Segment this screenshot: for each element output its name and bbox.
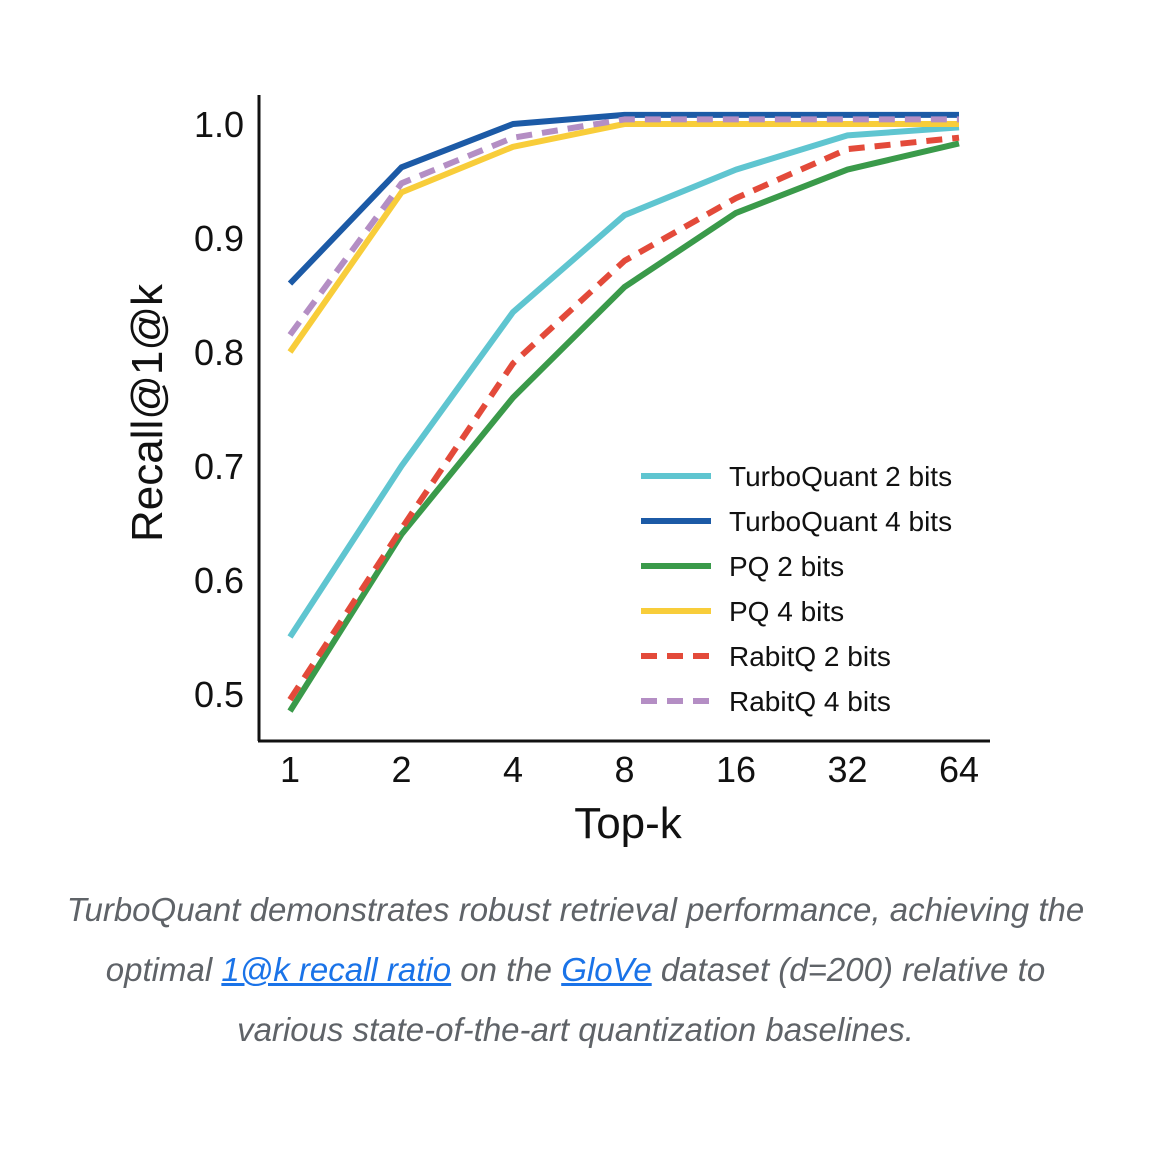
legend-label: PQ 4 bits bbox=[729, 596, 844, 627]
x-tick-label: 8 bbox=[614, 749, 634, 790]
y-tick-label: 0.7 bbox=[194, 446, 244, 487]
series-line-pq-2-bits bbox=[287, 140, 960, 713]
series-line-turboquant-2-bits bbox=[287, 124, 960, 639]
x-tick-label: 2 bbox=[391, 749, 411, 790]
legend-label: RabitQ 4 bits bbox=[729, 686, 891, 717]
y-axis-title: Recall@1@k bbox=[123, 283, 172, 542]
x-axis-title: Top-k bbox=[574, 799, 683, 848]
caption-text-3: dataset (d=200) relative to various stat… bbox=[237, 951, 1046, 1048]
figure-caption: TurboQuant demonstrates robust retrieval… bbox=[60, 880, 1091, 1060]
recall-ratio-link[interactable]: 1@k recall ratio bbox=[221, 951, 452, 988]
y-tick-label: 0.5 bbox=[194, 674, 244, 715]
y-tick-label: 0.6 bbox=[194, 560, 244, 601]
caption-text-2: on the bbox=[451, 951, 562, 988]
x-tick-label: 32 bbox=[827, 749, 867, 790]
series-line-turboquant-4-bits bbox=[287, 111, 959, 286]
legend-label: RabitQ 2 bits bbox=[729, 641, 891, 672]
y-tick-label: 1.0 bbox=[194, 104, 244, 145]
legend: TurboQuant 2 bits TurboQuant 4 bits PQ 2 b… bbox=[641, 461, 952, 717]
y-tick-label: 0.8 bbox=[194, 332, 244, 373]
x-tick-label: 1 bbox=[280, 749, 300, 790]
x-tick-label: 4 bbox=[503, 749, 523, 790]
series-line-rabitq-2-bits bbox=[287, 134, 960, 702]
legend-label: PQ 2 bits bbox=[729, 551, 844, 582]
legend-label: TurboQuant 2 bits bbox=[729, 461, 952, 492]
x-tick-label: 16 bbox=[716, 749, 756, 790]
series-line-rabitq-4-bits bbox=[287, 116, 959, 337]
caption-text-1: TurboQuant demonstrates robust retrieval… bbox=[66, 891, 1085, 988]
y-tick-label: 0.9 bbox=[194, 218, 244, 259]
y-tick-labels: 0.5 0.6 0.7 0.8 0.9 1.0 bbox=[194, 104, 244, 715]
legend-label: TurboQuant 4 bits bbox=[729, 506, 952, 537]
recall-chart: 1 2 4 8 16 32 64 0.5 0.6 0.7 0.8 0.9 1.0 Top-k Reca… bbox=[123, 95, 990, 848]
x-tick-label: 64 bbox=[939, 749, 979, 790]
series-lines bbox=[287, 111, 960, 713]
x-tick-labels: 1 2 4 8 16 32 64 bbox=[280, 749, 979, 790]
glove-link[interactable]: GloVe bbox=[561, 951, 652, 988]
series-line-pq-4-bits bbox=[287, 121, 959, 354]
